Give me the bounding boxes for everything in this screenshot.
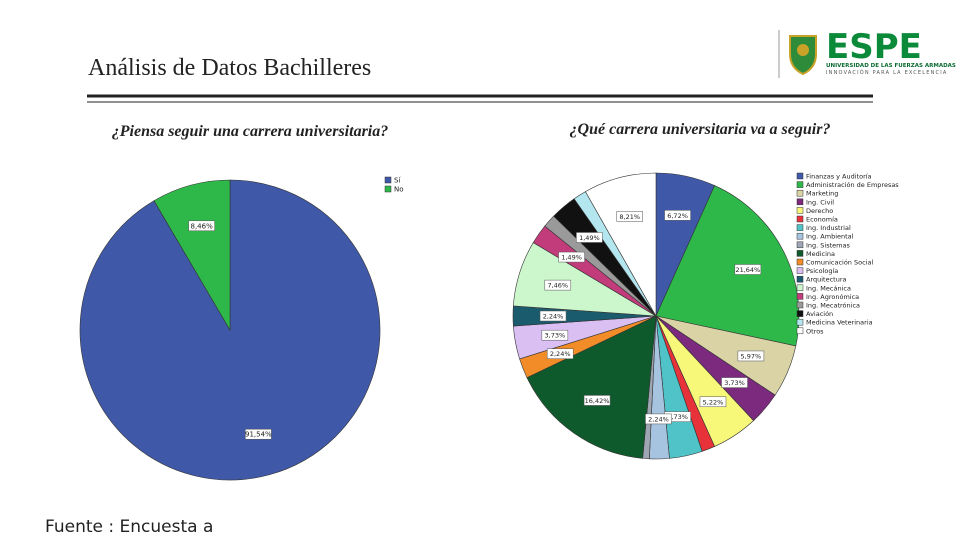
logo-line1: UNIVERSIDAD DE LAS FUERZAS ARMADAS [826, 63, 956, 69]
data-label: 5,22% [703, 398, 724, 406]
legend-label: No [394, 186, 404, 194]
legend-label: Comunicación Social [806, 259, 873, 267]
legend-swatch [796, 275, 804, 283]
data-label: 3,73% [667, 413, 688, 421]
legend-swatch [796, 327, 804, 335]
data-label: 91,54% [245, 431, 272, 439]
label-box [645, 413, 672, 425]
data-label: 8,46% [191, 222, 214, 230]
legend-label: Ing. Mecatrónica [806, 302, 860, 310]
legend-swatch [796, 310, 804, 317]
label-box [541, 329, 569, 341]
pie-slice [655, 185, 800, 347]
legend-swatch [796, 250, 804, 257]
legend-swatch [796, 181, 804, 188]
label-box [734, 264, 762, 275]
legend-label: Psicología [806, 267, 838, 275]
legend-swatch [796, 258, 804, 266]
logo-name: ESPE [826, 27, 922, 67]
label-box [558, 251, 585, 263]
legend-swatch [796, 198, 804, 206]
label-box [583, 395, 611, 406]
legend-swatch [796, 189, 804, 197]
data-label: 6,72% [667, 212, 688, 220]
data-label: 16,42% [585, 397, 610, 405]
data-label: 1,49% [561, 254, 582, 262]
legend-label: Ing. Industrial [806, 224, 851, 232]
legend-label: Arquitectura [806, 276, 847, 284]
data-label: 3,73% [545, 332, 566, 340]
legend-swatch [796, 293, 804, 300]
legend-label: Medicina Veterinaria [806, 319, 873, 327]
legend-swatch [796, 318, 804, 326]
legend-swatch [796, 172, 804, 180]
pie-slice [153, 179, 231, 332]
logo-emblem [797, 44, 809, 56]
legend-swatch [796, 215, 804, 223]
label-box [616, 211, 643, 222]
legend-label: Aviación [806, 310, 833, 318]
legend-swatch [796, 284, 804, 292]
legend-swatch [384, 185, 392, 193]
label-box [699, 396, 727, 408]
legend-swatch [796, 224, 804, 231]
legend-label: Ing. Agronómica [806, 293, 859, 301]
logo: ESPE UNIVERSIDAD DE LAS FUERZAS ARMADAS … [778, 27, 956, 78]
legend-label: Ing. Civil [806, 198, 834, 206]
legend-swatch [796, 232, 804, 240]
legend-swatch [384, 176, 392, 184]
legend-label: Administración de Empresas [806, 181, 899, 189]
data-label: 1,49% [579, 234, 600, 242]
footer: Fuente : Encuesta a [45, 517, 213, 537]
pie-slice [585, 172, 657, 318]
legend-swatch [796, 301, 804, 309]
legend-label: Ing. Mecánica [806, 284, 851, 292]
logo-line2: INNOVACIÓN PARA LA EXCELENCIA [826, 69, 948, 76]
legend-swatch [796, 207, 804, 214]
legend-label: Finanzas y Auditoría [806, 173, 872, 181]
data-label: 2,24% [648, 415, 669, 423]
legend-swatch [796, 241, 804, 249]
slide-title: Análisis de Datos Bachilleres [88, 55, 371, 81]
data-label: 21,64% [735, 266, 760, 274]
legend-label: Otros [806, 327, 824, 335]
label-box [737, 350, 765, 362]
label-box [188, 220, 215, 232]
data-label: 7,46% [547, 282, 568, 290]
label-box [576, 232, 603, 243]
chart-title: ¿Piensa seguir una carrera universitaria… [112, 123, 388, 140]
legend-label: Economía [806, 216, 838, 224]
pie-slice [526, 315, 657, 459]
data-label: 2,24% [543, 313, 564, 321]
data-label: 8,21% [619, 213, 640, 221]
label-box [546, 348, 574, 359]
chart-title: ¿Qué carrera universitaria va a seguir? [570, 121, 831, 138]
data-label: 3,73% [724, 379, 745, 387]
label-box [664, 210, 691, 221]
label-box [544, 279, 572, 291]
label-box [721, 377, 748, 388]
legend-label: Ing. Ambiental [806, 233, 854, 241]
legend-label: Marketing [806, 190, 838, 198]
data-label: 2,24% [550, 350, 571, 358]
data-label: 5,97% [741, 352, 762, 360]
legend-label: Medicina [806, 250, 835, 258]
label-box [245, 428, 272, 440]
label-box [539, 310, 567, 322]
legend-label: Sí [394, 177, 401, 185]
legend-label: Derecho [806, 207, 833, 215]
legend-label: Ing. Sistemas [806, 241, 850, 249]
legend-swatch [796, 267, 804, 274]
